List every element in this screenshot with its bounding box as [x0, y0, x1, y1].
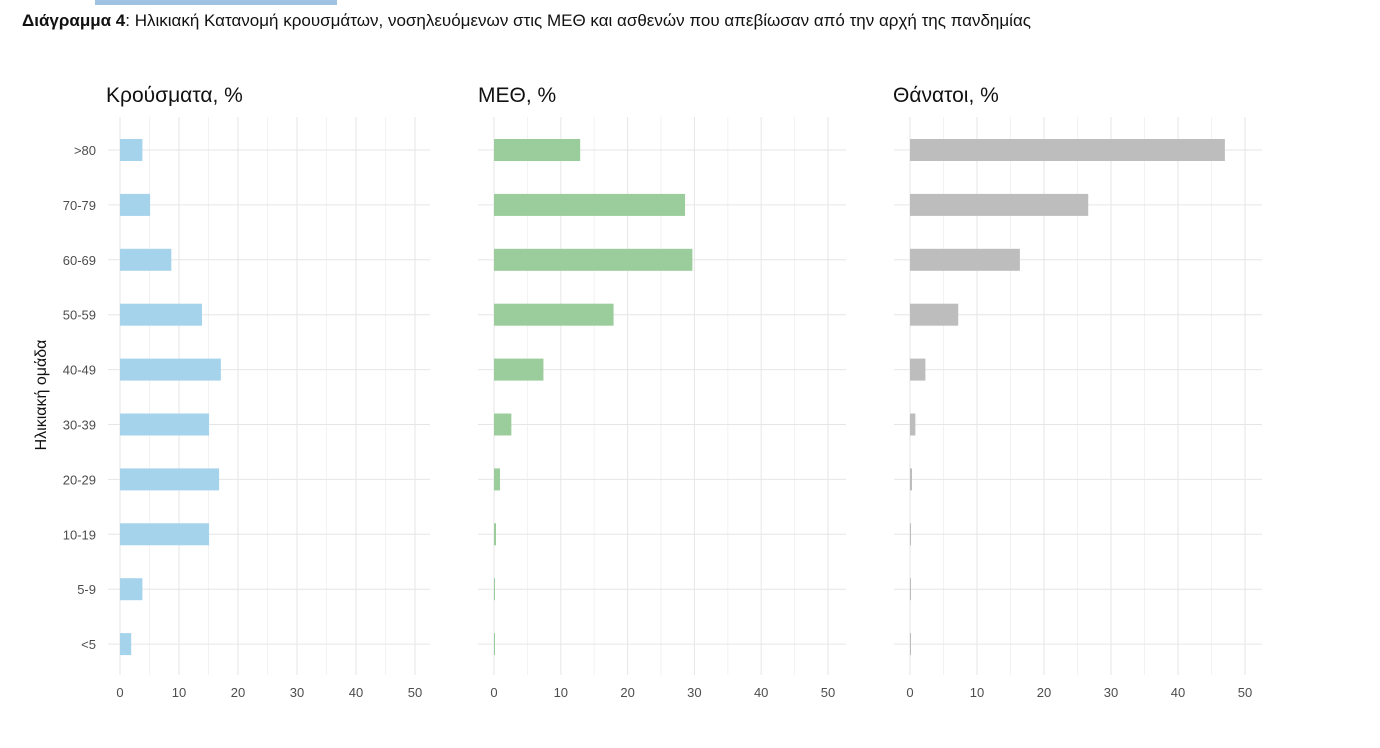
- bar: [910, 413, 916, 436]
- y-tick-label: >80: [74, 143, 96, 158]
- x-tick-label: 10: [970, 685, 984, 700]
- bar: [910, 193, 1089, 216]
- y-axis-title: Ηλικιακή ομάδα: [33, 340, 50, 451]
- y-tick-label: 20-29: [63, 472, 96, 487]
- x-tick-label: 20: [1037, 685, 1051, 700]
- panel-title: Θάνατοι, %: [893, 84, 999, 107]
- bar: [494, 193, 686, 216]
- bar: [120, 523, 210, 546]
- panel-title: ΜΕΘ, %: [478, 84, 556, 107]
- bar: [120, 413, 210, 436]
- bar: [120, 139, 143, 161]
- x-tick-label: 40: [1171, 685, 1185, 700]
- bar: [494, 633, 495, 656]
- y-axis-tick-labels: >80 70-79 60-69 50-59 40-49 30-39 20-29 10-19 5-…: [63, 143, 96, 652]
- bar: [910, 633, 911, 656]
- bar: [120, 193, 151, 216]
- bar: [120, 468, 220, 491]
- top-color-strip: [95, 0, 337, 5]
- x-tick-label: 10: [554, 685, 568, 700]
- figure-caption-text: : Ηλικιακή Κατανομή κρουσμάτων, νοσηλευό…: [125, 11, 1031, 30]
- bar: [120, 248, 172, 271]
- y-tick-label: 5-9: [77, 582, 96, 597]
- y-tick-label: 40-49: [63, 363, 96, 378]
- bar: [494, 248, 693, 271]
- bar: [494, 523, 497, 546]
- chart-panels: 0 10 20 30 40 50 Κρούσματα, % 0 10 20 30 40 50 ΜΕΘ, %…: [106, 84, 1262, 700]
- x-tick-label: 50: [821, 685, 835, 700]
- y-tick-label: <5: [81, 637, 96, 652]
- bar: [910, 303, 959, 326]
- bar: [494, 413, 512, 436]
- x-tick-label: 50: [1238, 685, 1252, 700]
- y-tick-label: 50-59: [63, 308, 96, 323]
- bar: [910, 468, 913, 491]
- x-tick-label: 30: [1104, 685, 1118, 700]
- bar: [910, 139, 1225, 161]
- bar: [120, 358, 221, 381]
- panel-3: 0 10 20 30 40 50 Θάνατοι, %: [893, 84, 1262, 700]
- figure-caption-label: Διάγραμμα 4: [22, 11, 126, 30]
- bar: [494, 358, 544, 381]
- bar: [120, 633, 132, 656]
- x-tick-label: 0: [906, 685, 913, 700]
- bar: [494, 578, 495, 601]
- x-tick-label: 50: [408, 685, 422, 700]
- bar: [494, 139, 581, 161]
- bar: [910, 248, 1020, 271]
- y-tick-label: 10-19: [63, 527, 96, 542]
- x-tick-label: 0: [116, 685, 123, 700]
- x-tick-label: 30: [687, 685, 701, 700]
- bar: [120, 578, 143, 601]
- x-tick-label: 30: [290, 685, 304, 700]
- y-tick-label: 60-69: [63, 253, 96, 268]
- x-tick-label: 0: [490, 685, 497, 700]
- y-tick-label: 30-39: [63, 418, 96, 433]
- panel-2: 0 10 20 30 40 50 ΜΕΘ, %: [478, 84, 846, 700]
- bar: [910, 523, 911, 546]
- x-tick-label: 20: [231, 685, 245, 700]
- x-tick-label: 10: [172, 685, 186, 700]
- bar: [494, 468, 501, 491]
- panel-1: 0 10 20 30 40 50 Κρούσματα, %: [106, 84, 430, 700]
- bar: [494, 303, 614, 326]
- panel-title: Κρούσματα, %: [106, 84, 243, 107]
- bar: [910, 358, 926, 381]
- bar: [910, 578, 911, 601]
- figure-caption: Διάγραμμα 4: Ηλικιακή Κατανομή κρουσμάτω…: [22, 11, 1031, 31]
- x-tick-label: 40: [754, 685, 768, 700]
- x-tick-label: 20: [620, 685, 634, 700]
- y-tick-label: 70-79: [63, 198, 96, 213]
- bar: [120, 303, 203, 326]
- x-tick-label: 40: [349, 685, 363, 700]
